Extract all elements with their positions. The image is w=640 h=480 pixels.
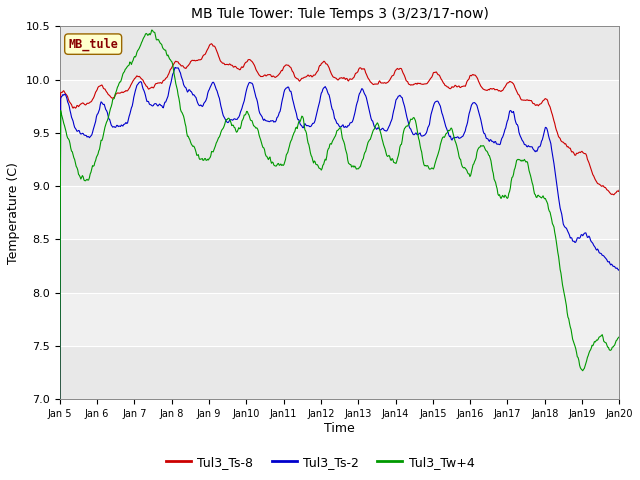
Y-axis label: Temperature (C): Temperature (C) xyxy=(7,162,20,264)
Bar xyxy=(60,80,620,133)
Bar xyxy=(60,346,620,399)
Bar xyxy=(60,240,620,293)
Bar xyxy=(60,133,620,186)
Title: MB Tule Tower: Tule Temps 3 (3/23/17-now): MB Tule Tower: Tule Temps 3 (3/23/17-now… xyxy=(191,7,488,21)
Bar xyxy=(60,26,620,80)
Legend: Tul3_Ts-8, Tul3_Ts-2, Tul3_Tw+4: Tul3_Ts-8, Tul3_Ts-2, Tul3_Tw+4 xyxy=(161,451,479,474)
Text: MB_tule: MB_tule xyxy=(68,37,118,51)
X-axis label: Time: Time xyxy=(324,421,355,435)
Bar xyxy=(60,186,620,240)
Bar xyxy=(60,293,620,346)
